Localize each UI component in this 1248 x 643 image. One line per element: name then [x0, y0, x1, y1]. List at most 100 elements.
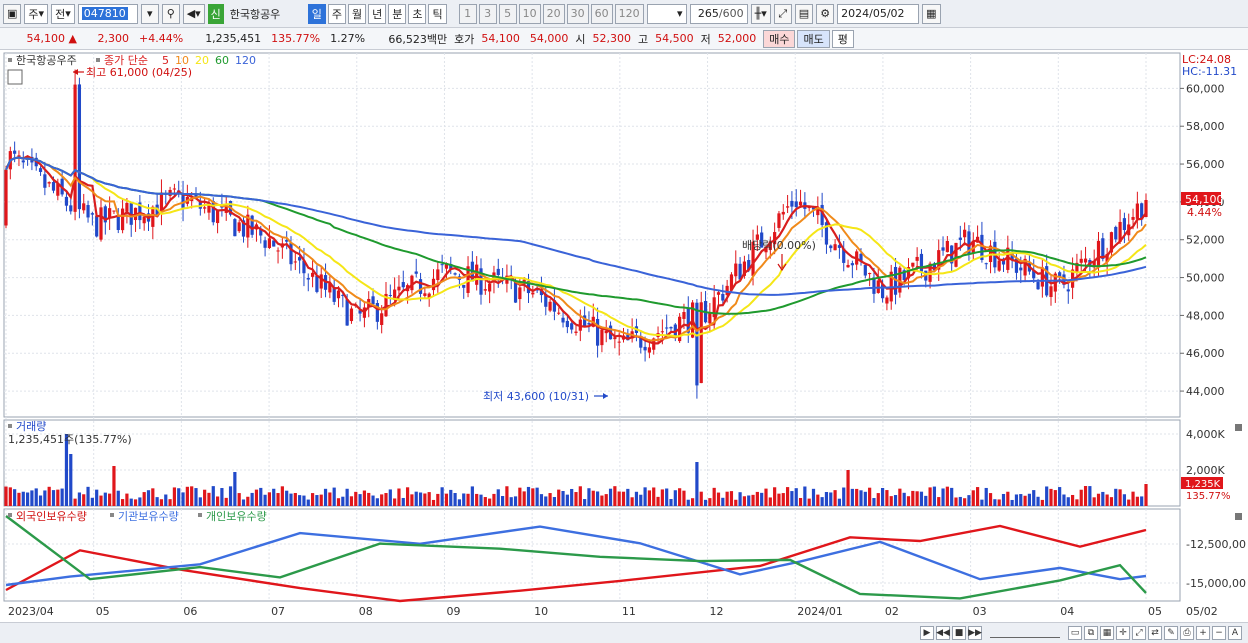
text-size-icon[interactable]: A: [1228, 626, 1242, 640]
draw-icon[interactable]: ✎: [1164, 626, 1178, 640]
candle-body: [682, 312, 686, 319]
period-type-select[interactable]: 주 ▾: [24, 3, 49, 24]
interval-button[interactable]: 10: [518, 3, 541, 24]
chart-style-icon[interactable]: ⤢: [1132, 626, 1146, 640]
dropdown-icon[interactable]: ▾: [140, 3, 159, 24]
panel-close-icon[interactable]: [1235, 513, 1242, 520]
volume-bar: [898, 488, 902, 506]
candle-body: [513, 281, 518, 303]
x-axis-label: 2024/01: [797, 605, 843, 618]
gear-icon[interactable]: ⚙: [816, 3, 835, 24]
candle-body: [112, 210, 116, 212]
interval-button[interactable]: 60: [590, 3, 613, 24]
panel-close-icon[interactable]: [1235, 424, 1242, 431]
interval-custom-input[interactable]: ▾: [646, 3, 687, 24]
volume-bar: [393, 498, 397, 506]
interval-button[interactable]: 1: [458, 3, 477, 24]
low-note: 최저 43,600 (10/31): [483, 390, 589, 403]
zoom-out-icon[interactable]: −: [1212, 626, 1226, 640]
volume-bar: [876, 493, 880, 506]
volume-bar: [1131, 491, 1135, 506]
volume-bar: [643, 487, 647, 506]
calendar-icon[interactable]: ▦: [922, 3, 941, 24]
interval-button[interactable]: 30: [566, 3, 589, 24]
copy-icon[interactable]: ⧉: [1084, 626, 1098, 640]
period-tab[interactable]: 월: [347, 3, 367, 24]
candle-body: [868, 273, 872, 275]
interval-button[interactable]: 3: [478, 3, 497, 24]
volume-bar: [302, 495, 306, 506]
volume-bar: [785, 487, 790, 506]
count-input[interactable]: 265/600: [689, 3, 748, 24]
period-tab[interactable]: 년: [368, 3, 387, 24]
search-icon[interactable]: ⚲: [161, 3, 180, 24]
scroll-back-icon[interactable]: ◀◀: [936, 626, 950, 640]
indicator-icon[interactable]: ⤢: [773, 3, 792, 24]
candle-body: [1032, 270, 1036, 279]
print-icon[interactable]: ⎙: [1180, 626, 1194, 640]
prev-button[interactable]: 전 ▾: [51, 3, 75, 24]
scroll-forward-icon[interactable]: ▶▶: [968, 626, 982, 640]
candle-body: [237, 222, 241, 232]
period-tab[interactable]: 초: [408, 3, 427, 24]
candle-body: [375, 302, 379, 322]
crosshair-icon[interactable]: ✛: [1116, 626, 1130, 640]
grid-icon[interactable]: ▦: [1100, 626, 1114, 640]
volume-bar: [915, 491, 919, 506]
candle-body: [1066, 289, 1070, 292]
save-icon[interactable]: ▤: [794, 3, 814, 24]
candle-body: [1144, 200, 1148, 218]
interval-button[interactable]: 20: [542, 3, 565, 24]
candle-body: [729, 274, 734, 291]
volume-bar: [1027, 493, 1032, 506]
sell-button[interactable]: 매도: [797, 29, 830, 48]
buy-button[interactable]: 매수: [763, 29, 796, 48]
volume-bar: [639, 494, 643, 506]
window-menu-icon[interactable]: ▣: [3, 3, 22, 24]
candle-body: [1001, 258, 1006, 265]
candle-type-icon[interactable]: ╫▾: [750, 3, 771, 24]
chart-scrollbar[interactable]: ▶ ◀◀ ■ ▶▶ ▭ ⧉ ▦ ✛ ⤢ ⇄ ✎ ⎙ + − A: [0, 622, 1248, 643]
volume-bar: [449, 489, 453, 506]
candle-body: [863, 265, 867, 276]
price-change: 2,300: [97, 32, 130, 45]
holdings-lines: [5, 515, 1147, 603]
average-button[interactable]: 평: [831, 29, 854, 48]
zoom-slider[interactable]: [990, 628, 1060, 638]
speaker-icon[interactable]: ◀▾: [182, 3, 205, 24]
compare-icon[interactable]: ⇄: [1148, 626, 1162, 640]
volume-bar: [863, 491, 867, 506]
volume-bar: [587, 488, 591, 506]
candle-body: [47, 182, 51, 184]
scroll-right-icon[interactable]: ▶: [920, 626, 934, 640]
volume-bar: [138, 497, 142, 506]
volume-bar: [440, 487, 444, 506]
volume-bar: [928, 487, 932, 506]
candle-body: [971, 240, 975, 253]
stock-chart[interactable]: 2023/04 05 06 07 08 09 10 11 12 2024/01 02 03 04 05 60…: [0, 50, 1248, 622]
stock-code-input[interactable]: 047810: [77, 3, 138, 24]
volume-bar: [276, 493, 280, 506]
zoom-in-icon[interactable]: +: [1196, 626, 1210, 640]
holdings-y-label: -12,500,00: [1186, 538, 1246, 551]
volume-bar: [1066, 497, 1070, 506]
stop-icon[interactable]: ■: [952, 626, 966, 640]
table-icon[interactable]: [7, 69, 23, 85]
period-tab[interactable]: 분: [388, 3, 407, 24]
volume-bar: [798, 497, 803, 506]
volume-bar: [1023, 495, 1027, 506]
volume-bar: [475, 493, 479, 506]
candle-body: [462, 284, 466, 288]
period-tab[interactable]: 틱: [428, 3, 447, 24]
period-tab[interactable]: 주: [327, 3, 346, 24]
period-tab[interactable]: 일: [307, 3, 326, 24]
candle-body: [418, 279, 423, 294]
volume-bar: [578, 486, 582, 506]
date-input[interactable]: 2024/05/02: [837, 3, 920, 24]
interval-button[interactable]: 120: [614, 3, 644, 24]
volume-bar: [626, 488, 630, 506]
interval-button[interactable]: 5: [498, 3, 517, 24]
panel-bullet-icon: [8, 58, 12, 62]
window-icon[interactable]: ▭: [1068, 626, 1082, 640]
